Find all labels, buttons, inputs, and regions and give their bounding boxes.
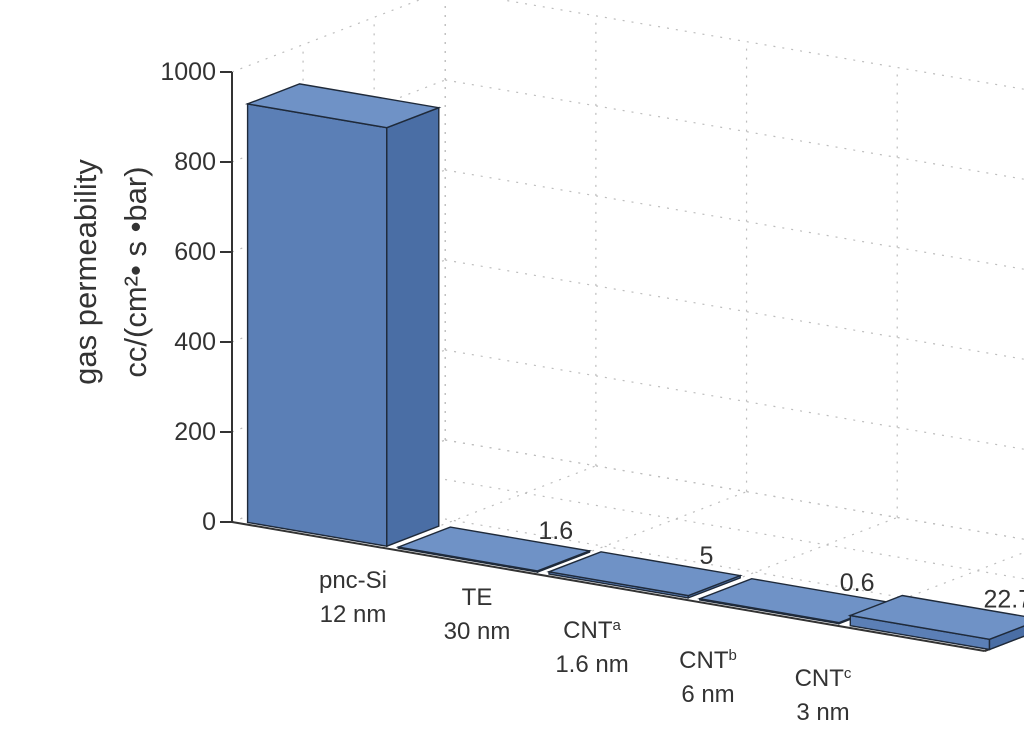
bar: [395, 526, 593, 574]
bar-value-label: 22.7: [983, 586, 1024, 614]
bar-value-label: 0.6: [840, 569, 875, 597]
bar-top-face: [847, 594, 1024, 641]
category-label-line2: 30 nm: [444, 618, 511, 645]
bar: [244, 83, 442, 548]
y-tick-label: 800: [174, 148, 216, 176]
y-tick-label: 0: [202, 508, 216, 536]
bar-top-face: [546, 551, 743, 597]
bar-front-face: [246, 103, 388, 548]
category-label-line1: pnc-Si: [319, 567, 387, 594]
y-tick-label: 1000: [160, 58, 216, 86]
bars: [244, 83, 1024, 651]
bar-value-label: 1.6: [538, 517, 573, 545]
grid-line-back-y: [445, 349, 1024, 450]
bar: [847, 594, 1024, 651]
grid-line-floor-z: [374, 466, 1024, 580]
bar-top-face: [395, 526, 593, 572]
category-label-line1: CNTc: [795, 665, 852, 693]
y-axis-label-line2: cc/(cm²• s •bar): [118, 166, 153, 377]
y-tick-label: 600: [174, 238, 216, 266]
bar-side-face: [386, 106, 440, 548]
grid-line-back-y: [445, 169, 1024, 270]
x-axis-line: [231, 521, 985, 653]
category-label-line1: CNTa: [563, 617, 621, 645]
category-label-line2: 3 nm: [796, 699, 849, 726]
y-tick-labels: 0 200 400 600 800 1000: [160, 58, 232, 536]
y-tick-label: 200: [174, 418, 216, 446]
grid-line-floor-x: [382, 465, 597, 549]
grid-line-left-y: [231, 79, 446, 163]
category-label-superscript: c: [844, 665, 852, 682]
category-label-line2: 1.6 nm: [555, 651, 628, 678]
grid-line-floor-z: [445, 439, 1024, 540]
bar: [546, 551, 743, 599]
category-label-line1: TE: [462, 584, 493, 611]
grid-line-left-y: [231, 0, 421, 73]
grid-line-back-y: [499, 0, 1024, 90]
category-labels: pnc-Si 12 nm TE 30 nm CNTa 1.6 nm CNTb 6 nm CNTc…: [319, 567, 852, 726]
bar-top-face: [244, 83, 442, 129]
y-axis-label-line1: gas permeability: [68, 159, 103, 385]
value-labels: 1.6 5 0.6 22.7: [538, 517, 1024, 613]
category-label-line1: CNTb: [679, 647, 737, 675]
bar-value-label: 5: [700, 542, 714, 570]
grid-line-back-y: [445, 259, 1024, 360]
y-tick-label: 400: [174, 328, 216, 356]
grid-line-floor-x: [683, 516, 898, 601]
grid-line-back-y: [445, 79, 1024, 180]
grid-line-floor-x: [834, 551, 1024, 626]
category-label-superscript: a: [612, 617, 621, 634]
bar-side-face: [988, 625, 1024, 651]
category-label-line2: 6 nm: [681, 681, 734, 708]
grid-line-floor-x: [533, 491, 747, 575]
category-label-line2: 12 nm: [320, 601, 387, 628]
category-label-superscript: b: [728, 647, 736, 664]
